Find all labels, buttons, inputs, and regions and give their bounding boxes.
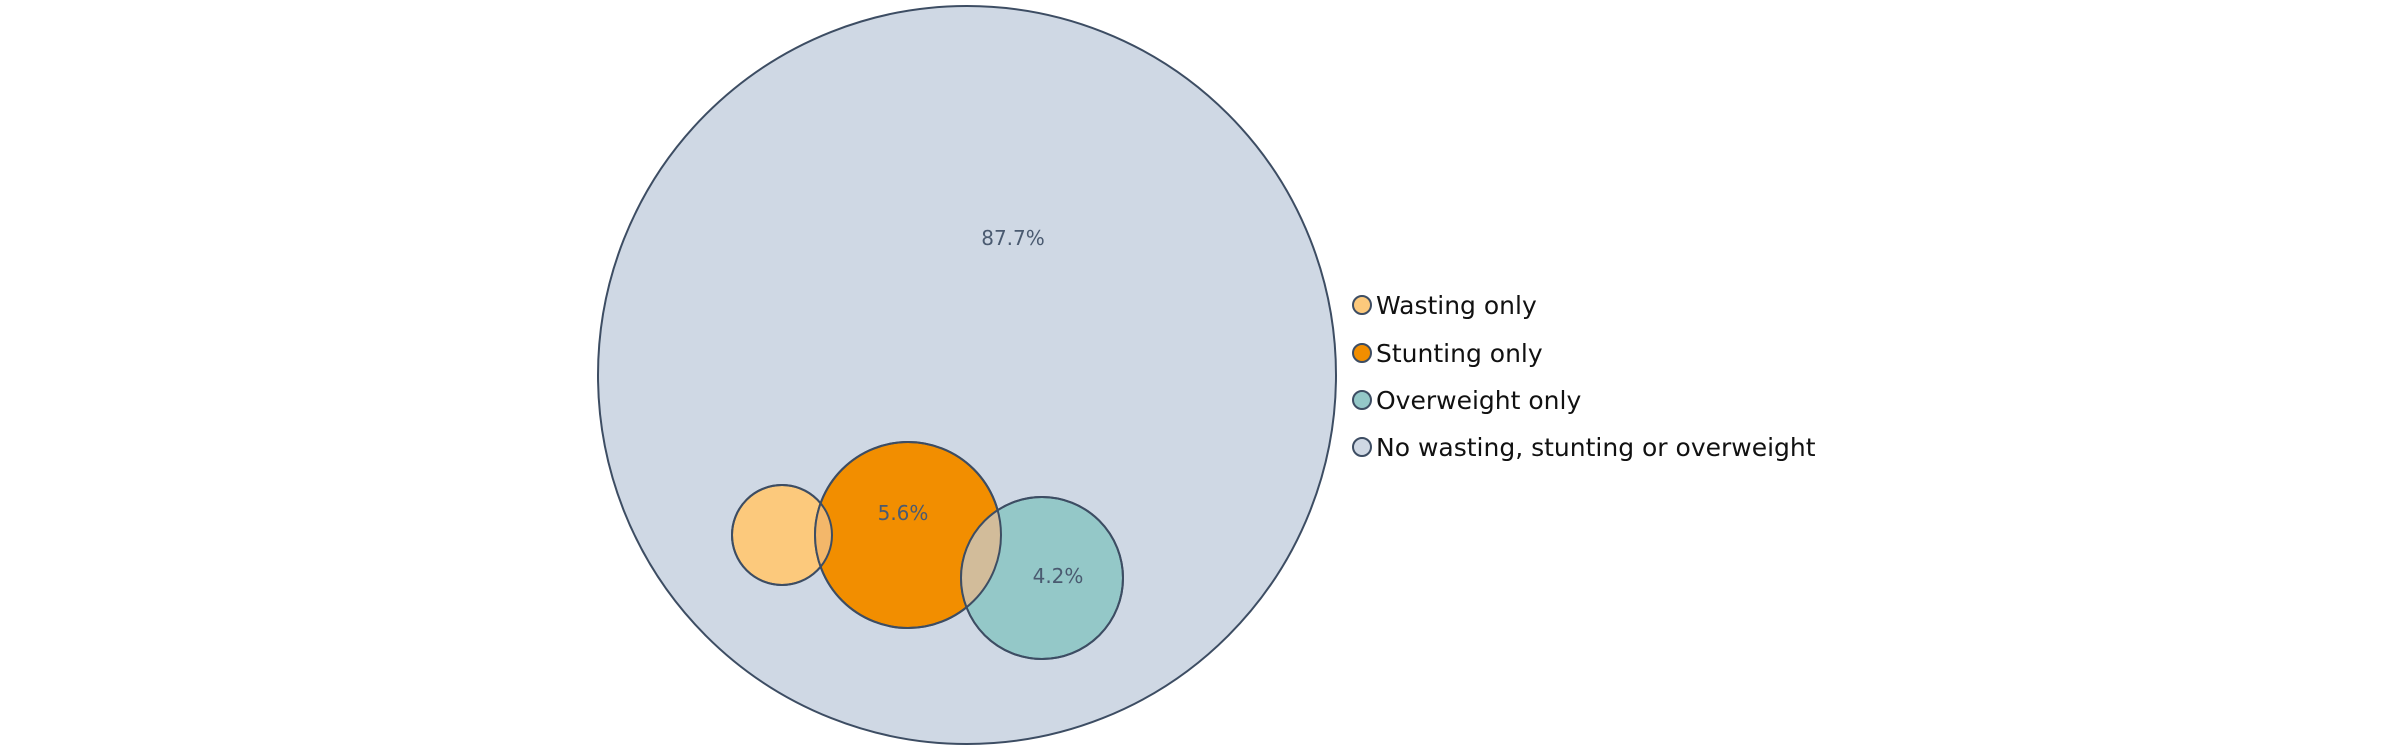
data-label-none: 87.7% [981, 226, 1045, 250]
outline-wasting-only [731, 484, 833, 586]
data-label-overweight: 4.2% [1033, 564, 1084, 588]
legend: Wasting only Stunting only Overweight on… [1352, 291, 1816, 462]
data-label-stunting: 5.6% [878, 501, 929, 525]
legend-item-none: No wasting, stunting or overweight [1352, 433, 1816, 462]
outline-stunting-only [814, 441, 1002, 629]
legend-label-stunting: Stunting only [1376, 339, 1543, 368]
legend-marker-stunting [1352, 343, 1372, 363]
circle-no-wasting-stunting-overweight [597, 5, 1337, 745]
legend-item-overweight: Overweight only [1352, 386, 1581, 415]
legend-item-stunting: Stunting only [1352, 339, 1543, 368]
outline-overweight-only [960, 496, 1124, 660]
legend-marker-wasting [1352, 295, 1372, 315]
legend-item-wasting: Wasting only [1352, 291, 1537, 320]
circle-outlines [731, 441, 1124, 660]
legend-marker-none [1352, 437, 1372, 457]
legend-marker-overweight [1352, 390, 1372, 410]
legend-label-wasting: Wasting only [1376, 291, 1537, 320]
legend-label-overweight: Overweight only [1376, 386, 1581, 415]
legend-label-none: No wasting, stunting or overweight [1376, 433, 1816, 462]
